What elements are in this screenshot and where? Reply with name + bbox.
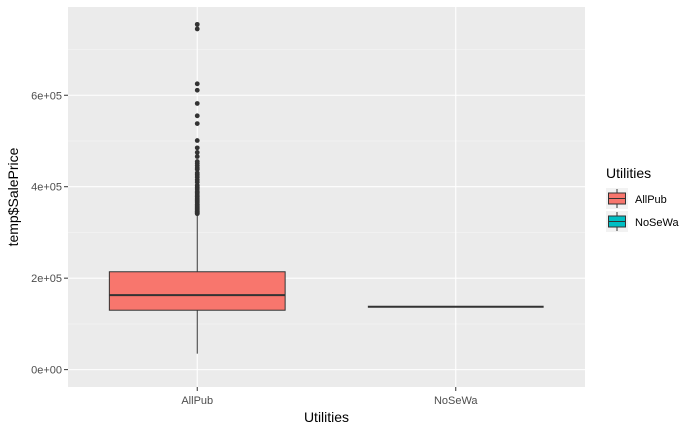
x-tick-label: AllPub (181, 395, 213, 407)
plot-panel (68, 7, 585, 387)
x-tick-label: NoSeWa (434, 395, 478, 407)
y-axis: 0e+00 2e+05 4e+05 6e+05 (31, 90, 68, 377)
outlier-point (194, 150, 200, 155)
legend-label: NoSeWa (635, 217, 679, 229)
outlier-point (194, 26, 200, 32)
outlier-point (194, 113, 200, 119)
minor-gridlines (68, 49, 585, 325)
outlier-point (194, 21, 200, 27)
outlier-point (194, 81, 200, 87)
legend-title: Utilities (606, 165, 651, 181)
y-tick-label: 0e+00 (31, 365, 62, 377)
outlier-point (194, 121, 200, 127)
outlier-point (194, 101, 200, 106)
legend-key-nosewa (606, 211, 628, 232)
x-axis: AllPub NoSeWa (181, 387, 478, 407)
x-axis-title: Utilities (304, 409, 349, 425)
box-allpub (108, 21, 286, 354)
outlier-point (194, 170, 200, 176)
outlier-point (194, 145, 200, 151)
outlier-point (194, 138, 200, 143)
legend-key-allpub (606, 188, 628, 209)
y-tick-label: 6e+05 (31, 90, 62, 102)
outlier-point (194, 154, 200, 159)
y-axis-title: temp$SalePrice (5, 147, 21, 246)
outlier-point (194, 159, 200, 164)
boxplots (108, 21, 544, 354)
outlier-point (194, 87, 200, 93)
legend: Utilities AllPub NoSeWa (606, 165, 679, 232)
y-tick-label: 4e+05 (31, 182, 62, 194)
y-tick-label: 2e+05 (31, 273, 62, 285)
legend-label: AllPub (635, 194, 667, 206)
box-iqr (108, 271, 286, 311)
